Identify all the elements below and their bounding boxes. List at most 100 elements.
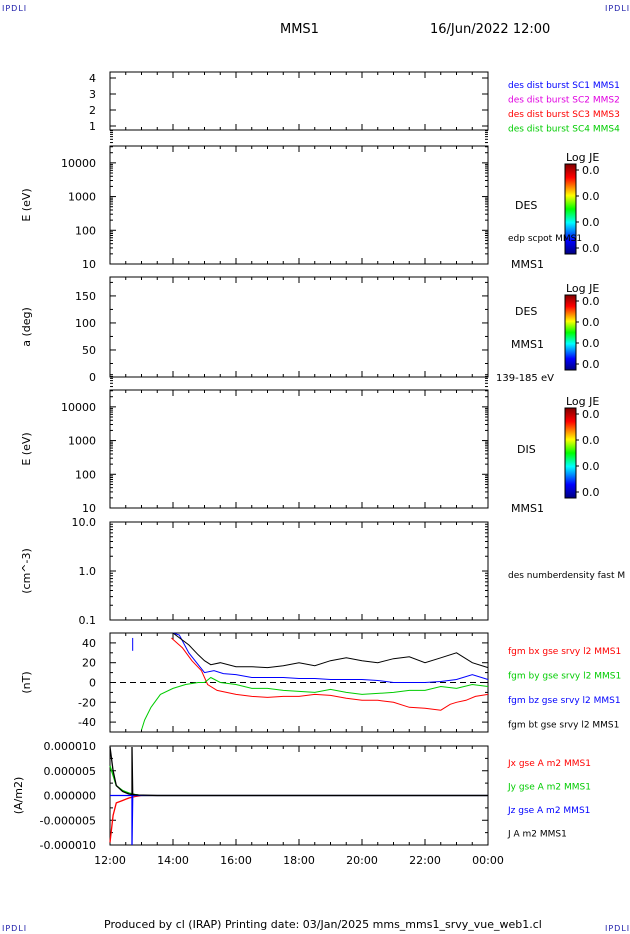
y-tick-label: 10: [82, 502, 96, 515]
time-tick-label: 00:00: [472, 854, 504, 867]
y-tick-label: 150: [75, 290, 96, 303]
fgm-ylabel: (nT): [20, 671, 33, 693]
fgm-series-label: fgm bz gse srvy l2 MMS1: [508, 696, 621, 706]
des-energy-ylabel: E (eV): [20, 188, 33, 221]
y-tick-label: 0.000010: [44, 740, 97, 753]
y-tick-label: 1000: [68, 435, 96, 448]
colorbar: [564, 407, 577, 499]
y-tick-label: 50: [82, 344, 96, 357]
panel-sc-frame: [109, 71, 489, 131]
y-tick-label: 1: [89, 120, 96, 133]
y-tick-label: 0.000000: [44, 790, 97, 803]
colorbar: [564, 163, 577, 255]
y-tick-label: 100: [75, 317, 96, 330]
current-series-label: Jx gse A m2 MMS1: [507, 759, 591, 769]
datetime-title: 16/Jun/2022 12:00: [430, 22, 551, 37]
colorbar-title: Log JE: [566, 151, 599, 164]
sc-burst-label: des dist burst SC2 MMS2: [508, 96, 620, 106]
current-series-line: [109, 794, 488, 843]
colorbar-tick-label: 0.0: [582, 486, 600, 499]
current-series-line: [109, 765, 488, 797]
y-tick-label: 40: [82, 637, 96, 650]
y-tick-label: 4: [89, 72, 96, 85]
fgm-series-line: [172, 632, 489, 683]
time-tick-label: 22:00: [409, 854, 441, 867]
colorbar-tick-label: 0.0: [582, 460, 600, 473]
sc-burst-label: des dist burst SC4 MMS4: [508, 125, 620, 135]
panel-dis-energy-frame: [109, 389, 489, 509]
spacecraft-title: MMS1: [280, 22, 319, 37]
sc-burst-label: des dist burst SC3 MMS3: [508, 110, 620, 120]
dis-energy-species: DIS: [517, 443, 536, 456]
y-tick-label: 20: [82, 657, 96, 670]
corner-label-bottom-right: IPDLI: [605, 924, 630, 933]
fgm-series-label: fgm bx gse srvy l2 MMS1: [508, 647, 621, 657]
panel-des-energy-frame: [109, 145, 489, 265]
colorbar-tick-label: 0.0: [582, 408, 600, 421]
y-tick-label: -0.000005: [40, 814, 96, 827]
panel-des-pitch-frame: [109, 276, 489, 378]
des-pitch-energy: 139-185 eV: [496, 373, 554, 384]
des-energy-species: DES: [515, 199, 537, 212]
colorbar: [564, 294, 577, 371]
current-series-label: Jz gse A m2 MMS1: [507, 806, 590, 816]
des-pitch-sc: MMS1: [511, 338, 544, 351]
y-tick-label: -0.000010: [40, 839, 96, 852]
colorbar-tick-label: 0.0: [582, 316, 600, 329]
time-tick-label: 20:00: [346, 854, 378, 867]
y-tick-label: 0: [89, 371, 96, 384]
colorbar-tick-label: 0.0: [582, 434, 600, 447]
current-series-label: J A m2 MMS1: [507, 830, 567, 840]
colorbar-title: Log JE: [566, 395, 599, 408]
time-tick-label: 18:00: [283, 854, 315, 867]
time-tick-label: 14:00: [157, 854, 189, 867]
colorbar-tick-label: 0.0: [582, 190, 600, 203]
colorbar-tick-label: 0.0: [582, 216, 600, 229]
colorbar-tick-label: 0.0: [582, 242, 600, 255]
colorbar-tick-label: 0.0: [582, 295, 600, 308]
current-series-label: Jy gse A m2 MMS1: [507, 783, 591, 793]
y-tick-label: 10.0: [72, 516, 97, 529]
density-label: des numberdensity fast M: [508, 571, 625, 581]
y-tick-label: 2: [89, 104, 96, 117]
colorbar-title: Log JE: [566, 282, 599, 295]
current-series-line: [110, 794, 488, 846]
y-tick-label: 0.1: [79, 614, 97, 627]
y-tick-label: 10000: [61, 157, 96, 170]
y-tick-label: -20: [78, 696, 96, 709]
fgm-series-line: [172, 632, 489, 669]
y-tick-label: 3: [89, 88, 96, 101]
fgm-series-line: [141, 676, 489, 731]
corner-label-bottom-left: IPDLI: [2, 924, 28, 933]
y-tick-label: 100: [75, 224, 96, 237]
y-tick-label: 1.0: [79, 565, 97, 578]
time-tick-label: 16:00: [220, 854, 252, 867]
current-ylabel: (A/m2): [12, 777, 25, 815]
y-tick-label: 10: [82, 258, 96, 271]
current-series-line: [109, 746, 488, 797]
y-tick-label: -40: [78, 716, 96, 729]
y-tick-label: 0: [89, 677, 96, 690]
fgm-series-label: fgm by gse srvy l2 MMS1: [508, 672, 621, 682]
dis-energy-sc: MMS1: [511, 502, 544, 515]
density-ylabel: (cm^-3): [20, 548, 33, 594]
sc-burst-label: des dist burst SC1 MMS1: [508, 81, 620, 91]
fgm-series-label: fgm bt gse srvy l2 MMS1: [508, 721, 619, 731]
footer-text: Produced by cl (IRAP) Printing date: 03/…: [104, 918, 542, 931]
des-energy-sc: MMS1: [511, 258, 544, 271]
colorbar-tick-label: 0.0: [582, 164, 600, 177]
panel-density-frame: [109, 521, 489, 621]
des-energy-overlay-label: edp scpot MMS1: [508, 234, 582, 244]
colorbar-tick-label: 0.0: [582, 358, 600, 371]
time-tick-label: 12:00: [94, 854, 126, 867]
y-tick-label: 0.000005: [44, 765, 97, 778]
corner-label-top-right: IPDLI: [605, 4, 630, 13]
des-pitch-ylabel: a (deg): [20, 307, 33, 347]
y-tick-label: 10000: [61, 401, 96, 414]
des-pitch-species: DES: [515, 305, 537, 318]
fgm-series-line: [171, 637, 489, 711]
colorbar-tick-label: 0.0: [582, 337, 600, 350]
corner-label-top-left: IPDLI: [2, 4, 28, 13]
y-tick-label: 100: [75, 468, 96, 481]
